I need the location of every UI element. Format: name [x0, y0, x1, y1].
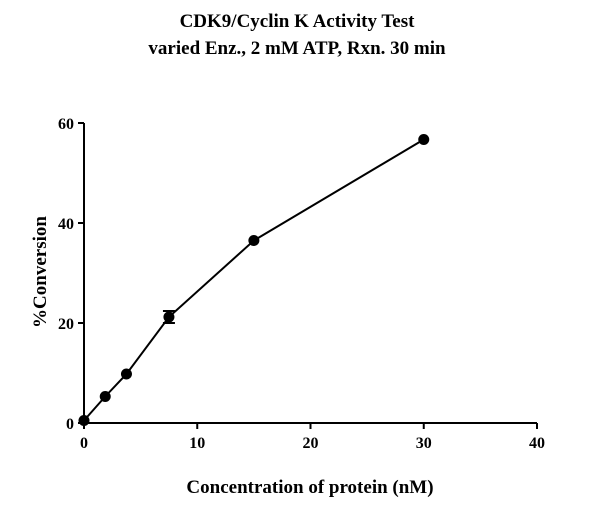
data-point	[99, 391, 111, 402]
y-axis-label: %Conversion	[30, 216, 51, 328]
data-point	[163, 311, 175, 323]
chart-title-line-1: CDK9/Cyclin K Activity Test	[180, 11, 416, 32]
data-point	[120, 368, 132, 380]
x-tick-label: 20	[303, 435, 319, 452]
y-tick-label: 20	[58, 316, 74, 333]
data-point	[418, 134, 430, 145]
data-point	[248, 235, 260, 246]
x-axis-label: Concentration of protein (nM)	[186, 477, 433, 498]
y-tick-label: 60	[58, 116, 74, 133]
chart-title-line-2: varied Enz., 2 mM ATP, Rxn. 30 min	[148, 38, 446, 59]
x-tick-label: 30	[416, 435, 432, 452]
series-line	[83, 138, 425, 422]
y-tick-label: 40	[58, 216, 74, 233]
x-tick-label: 40	[529, 435, 545, 452]
data-point	[78, 415, 90, 426]
y-tick-label: 0	[66, 416, 74, 433]
plot-area: 0 20 40 60 0 10 20 30 40	[58, 116, 545, 452]
x-tick-label: 0	[80, 435, 88, 452]
x-tick-label: 10	[189, 435, 205, 452]
